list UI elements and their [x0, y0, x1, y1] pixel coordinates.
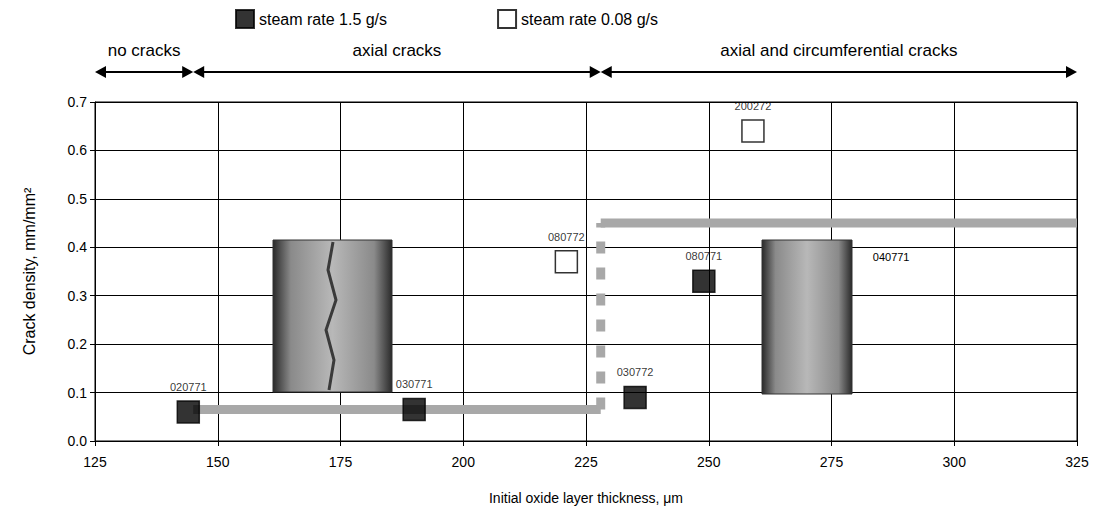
svg-text:030772: 030772 — [617, 366, 654, 378]
svg-text:steam rate 1.5 g/s: steam rate 1.5 g/s — [259, 11, 387, 28]
svg-text:200272: 200272 — [735, 100, 772, 112]
svg-text:0.2: 0.2 — [68, 336, 88, 352]
svg-text:0.4: 0.4 — [68, 239, 88, 255]
svg-text:125: 125 — [83, 454, 107, 470]
svg-text:0.3: 0.3 — [68, 288, 88, 304]
svg-text:0.0: 0.0 — [68, 433, 88, 449]
svg-text:axial and circumferential crac: axial and circumferential cracks — [720, 41, 957, 60]
svg-text:0.5: 0.5 — [68, 191, 88, 207]
svg-text:Crack density, mm/mm²: Crack density, mm/mm² — [21, 187, 38, 355]
svg-text:325: 325 — [1065, 454, 1089, 470]
svg-text:no cracks: no cracks — [108, 41, 181, 60]
svg-text:300: 300 — [943, 454, 967, 470]
svg-text:axial cracks: axial cracks — [353, 41, 442, 60]
svg-text:020771: 020771 — [170, 381, 207, 393]
svg-text:0.6: 0.6 — [68, 142, 88, 158]
svg-text:175: 175 — [329, 454, 353, 470]
svg-text:Initial oxide layer thickness,: Initial oxide layer thickness, μm — [489, 490, 683, 506]
svg-text:steam rate 0.08 g/s: steam rate 0.08 g/s — [521, 11, 658, 28]
svg-text:250: 250 — [697, 454, 721, 470]
svg-text:080771: 080771 — [685, 250, 722, 262]
svg-text:275: 275 — [820, 454, 844, 470]
svg-text:150: 150 — [206, 454, 230, 470]
svg-text:200: 200 — [452, 454, 476, 470]
svg-text:040771: 040771 — [873, 251, 910, 263]
svg-text:030771: 030771 — [396, 378, 433, 390]
svg-text:0.1: 0.1 — [68, 385, 88, 401]
svg-text:080772: 080772 — [548, 231, 585, 243]
svg-text:225: 225 — [574, 454, 598, 470]
svg-text:0.7: 0.7 — [68, 94, 88, 110]
